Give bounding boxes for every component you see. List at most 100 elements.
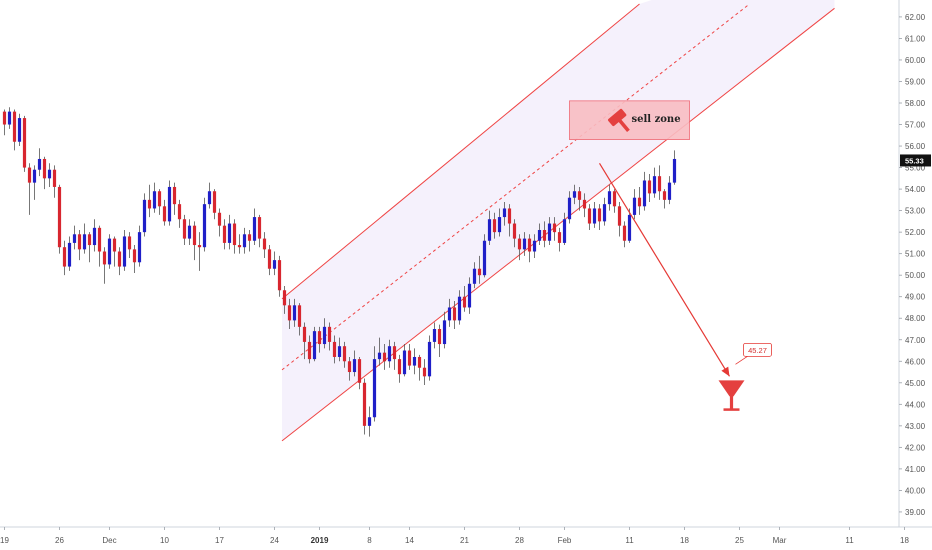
target-arrow-line[interactable]: [598, 162, 731, 377]
price-tick-label: 46.00: [905, 357, 926, 366]
candle-body-down: [147, 199, 152, 209]
candle: [317, 326, 322, 353]
candle-body-down: [302, 326, 307, 342]
candle: [267, 245, 272, 276]
candle-body-down: [222, 225, 227, 243]
candle: [302, 322, 307, 360]
candle-body-up: [482, 240, 487, 276]
candle: [107, 234, 112, 269]
candle-body-up: [312, 331, 317, 360]
channel-mid-line[interactable]: [281, 3, 750, 371]
candle-body-down: [127, 236, 132, 250]
candle: [402, 344, 407, 377]
candle-body-up: [202, 204, 207, 248]
candle-body-up: [92, 227, 97, 246]
candle: [387, 339, 392, 368]
candle: [82, 223, 87, 254]
candle: [557, 227, 562, 252]
candle: [662, 189, 667, 209]
time-axis[interactable]: 19 26 Dec 10 17 24 2019 8 14 21 28 Feb 11 18 25 Mar 11 18: [0, 526, 932, 545]
candle: [587, 204, 592, 230]
candle-body-down: [232, 223, 237, 246]
channel-fill-layer: [282, 0, 835, 441]
candle: [382, 344, 387, 370]
candle: [357, 356, 362, 390]
candle: [162, 199, 167, 226]
price-tick-label: 39.00: [905, 508, 926, 517]
time-tick-label: 11: [845, 536, 854, 545]
candle: [167, 180, 172, 226]
candle-body-up: [252, 217, 257, 241]
price-tick-label: 48.00: [905, 314, 926, 323]
candle-body-up: [122, 236, 127, 267]
candle-body-up: [292, 305, 297, 321]
candle: [332, 335, 337, 364]
candle: [597, 204, 602, 230]
candle-body-up: [377, 352, 382, 360]
candle: [262, 232, 267, 258]
time-tick-label: 21: [460, 536, 469, 545]
candle-body-down: [657, 176, 662, 192]
price-tick-label: 43.00: [905, 422, 926, 431]
candle-body-up: [142, 199, 147, 233]
candle-body-down: [407, 350, 412, 366]
candle-body-down: [27, 167, 32, 183]
candle: [272, 251, 277, 276]
candle-body-down: [477, 268, 482, 276]
candle-body-up: [402, 350, 407, 375]
candle: [127, 232, 132, 258]
candle: [482, 234, 487, 278]
candle-body-up: [522, 238, 527, 250]
price-tick-label: 55.00: [905, 164, 926, 173]
target-arrow-layer: 45.27: [598, 162, 772, 411]
candle: [507, 204, 512, 237]
candle-body-down: [557, 232, 562, 243]
candle-body-down: [157, 191, 162, 207]
candle: [252, 208, 257, 246]
candle-body-up: [592, 208, 597, 224]
candle: [542, 221, 547, 248]
candle: [157, 189, 162, 215]
candle-body-up: [272, 260, 277, 269]
candle: [362, 378, 367, 435]
candle-body-up: [227, 223, 232, 243]
sell-zone-box[interactable]: [569, 100, 690, 140]
candle-body-down: [382, 352, 387, 362]
channel-upper-line[interactable]: [281, 3, 640, 300]
candle-body-up: [67, 242, 72, 267]
candle-body-down: [57, 186, 62, 248]
candle: [207, 182, 212, 209]
candles-layer: [2, 107, 677, 437]
last-price-value: 55.33: [905, 156, 924, 165]
candle: [422, 359, 427, 385]
candle-body-up: [497, 217, 502, 233]
candle: [292, 298, 297, 327]
candle: [642, 171, 647, 211]
price-tick-label: 62.00: [905, 13, 926, 22]
time-tick-label: 19: [0, 536, 9, 545]
price-tick-label: 57.00: [905, 121, 926, 130]
price-tick-label: 51.00: [905, 250, 926, 259]
price-axis[interactable]: 39.00 40.00 41.00 42.00 43.00 44.00 45.00 46.00…: [898, 0, 931, 527]
candle: [577, 186, 582, 211]
candle-body-up: [547, 223, 552, 241]
candle-body-up: [562, 219, 567, 243]
candle-body-up: [487, 219, 492, 241]
candle: [647, 174, 652, 203]
candle-body-up: [187, 225, 192, 239]
target-arrow-head: [721, 366, 730, 377]
time-tick-label: Mar: [773, 536, 787, 545]
candle: [417, 354, 422, 381]
candle: [7, 107, 12, 129]
candle: [117, 247, 122, 276]
candle: [232, 219, 237, 254]
candle: [547, 217, 552, 246]
candle-body-up: [7, 111, 12, 125]
candle-body-down: [462, 296, 467, 308]
last-price-tag: [900, 154, 931, 167]
candle-body-up: [17, 118, 22, 142]
candle: [352, 350, 357, 377]
candle-body-up: [82, 234, 87, 250]
candle-body-up: [602, 204, 607, 222]
candle: [442, 311, 447, 349]
